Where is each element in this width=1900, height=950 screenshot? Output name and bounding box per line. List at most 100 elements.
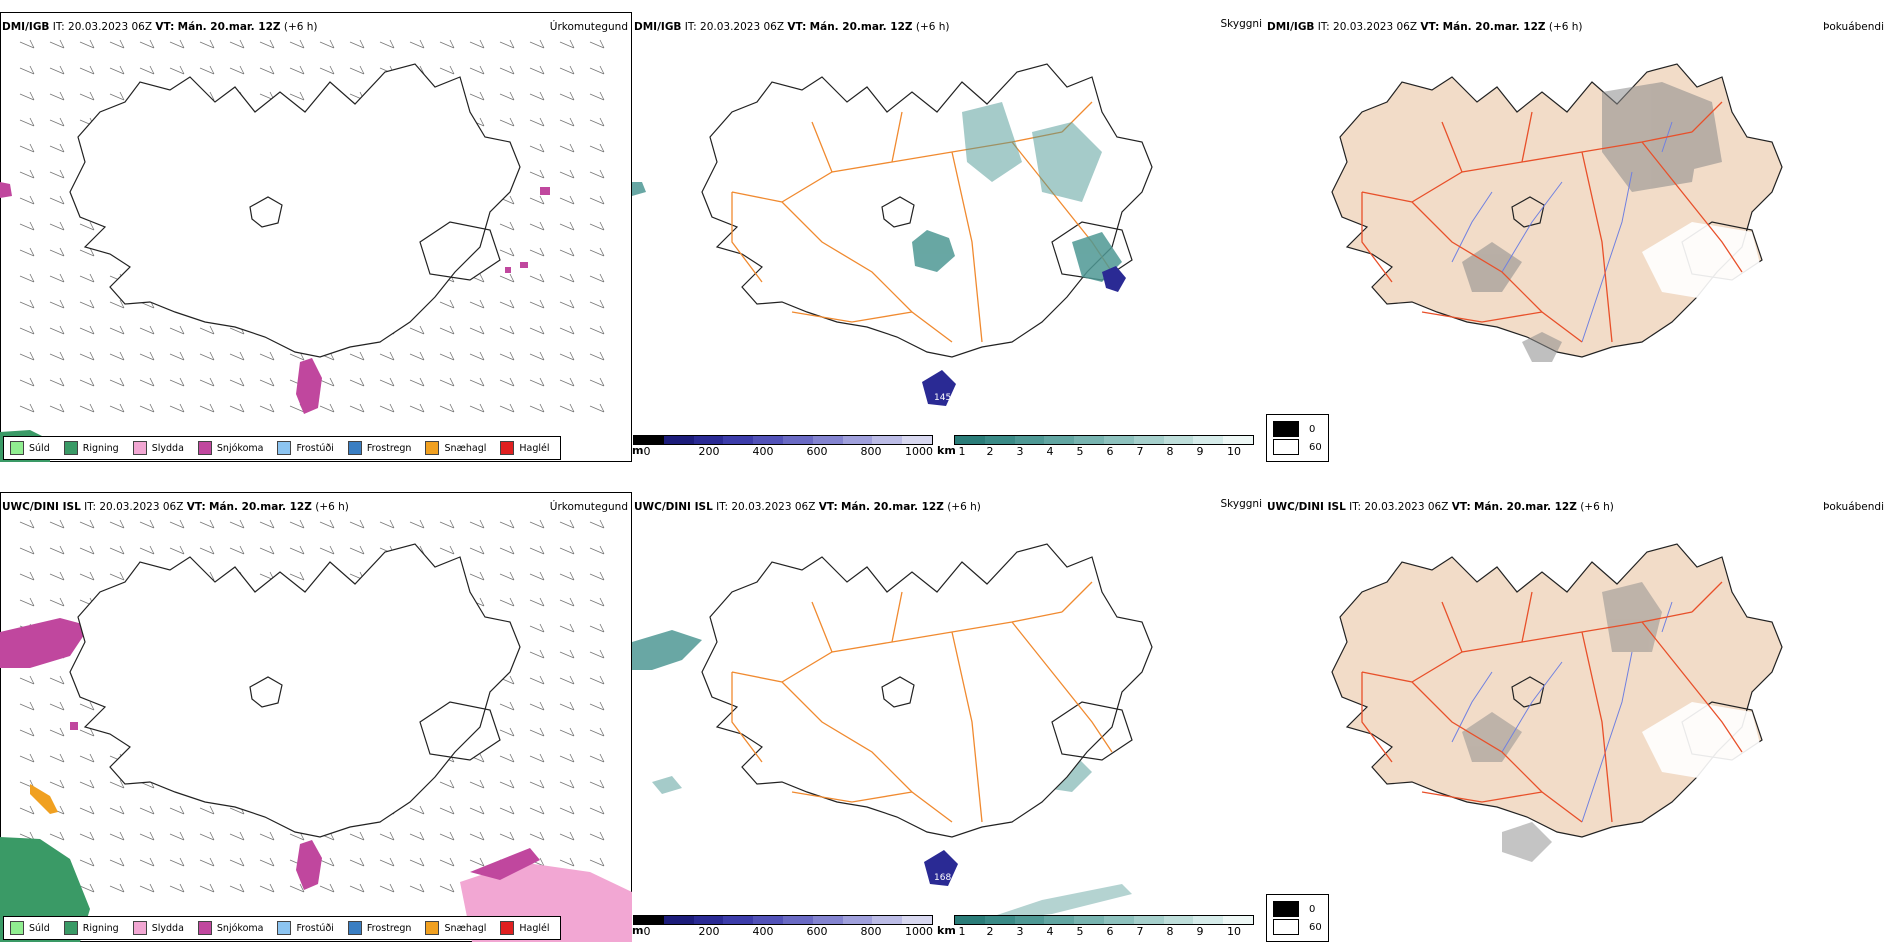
wind-barb — [439, 39, 455, 49]
wind-barb — [469, 91, 485, 101]
tick: 400 — [752, 445, 774, 458]
wind-barb — [169, 65, 185, 75]
wind-barb — [49, 351, 65, 361]
wind-barb — [589, 753, 605, 763]
fog-legend-item: 0 — [1273, 901, 1322, 917]
wind-barb — [589, 857, 605, 867]
colorbar-m-swatches — [633, 435, 933, 445]
wind-barb — [559, 91, 575, 101]
tick: 4 — [1046, 445, 1054, 458]
wind-barb — [589, 377, 605, 387]
legend-item: Súld — [10, 921, 50, 935]
colorbar-cell — [1163, 916, 1194, 924]
wind-barb — [559, 299, 575, 309]
wind-barb — [499, 299, 515, 309]
wind-barb — [109, 805, 125, 815]
iceland-outline — [1331, 543, 1783, 838]
wind-barb — [559, 701, 575, 711]
colorbar-km-swatches — [954, 435, 1254, 445]
tick: 600 — [806, 445, 828, 458]
wind-barb — [499, 351, 515, 361]
wind-barb — [79, 545, 95, 555]
legend-item: Haglél — [500, 921, 550, 935]
wind-barb — [229, 351, 245, 361]
wind-barb — [139, 545, 155, 555]
wind-barb — [139, 325, 155, 335]
wind-barb — [559, 571, 575, 581]
wind-barb — [19, 195, 35, 205]
wind-barb — [79, 805, 95, 815]
wind-barb — [379, 403, 395, 413]
wind-barb — [199, 857, 215, 867]
wind-barb — [529, 597, 545, 607]
wind-barb — [559, 325, 575, 335]
wind-barb — [499, 545, 515, 555]
wind-barb — [559, 117, 575, 127]
wind-barb — [559, 273, 575, 283]
wind-barb — [259, 545, 275, 555]
wind-barb — [529, 675, 545, 685]
wind-barb — [199, 403, 215, 413]
wind-barb — [499, 273, 515, 283]
wind-barb — [19, 675, 35, 685]
wind-barb — [259, 519, 275, 529]
tick: 4 — [1046, 925, 1054, 938]
wind-barb — [469, 403, 485, 413]
legend-swatch — [10, 441, 24, 455]
wind-barb — [499, 727, 515, 737]
colorbar-m-ticks: 0 200 400 600 800 1000 — [633, 445, 934, 459]
tick: 9 — [1196, 925, 1204, 938]
wind-barb — [19, 403, 35, 413]
legend-item: Snæhagl — [425, 921, 486, 935]
wind-barb — [289, 519, 305, 529]
wind-barb — [49, 571, 65, 581]
wind-barb — [259, 39, 275, 49]
wind-barb — [169, 351, 185, 361]
fog-legend-item: 60 — [1273, 919, 1322, 935]
wind-barb — [589, 65, 605, 75]
row2-visibility-panel: 168 UWC/DINI ISL IT: 20.03.2023 06Z VT: … — [632, 492, 1262, 942]
colorbar-cell — [1103, 436, 1134, 444]
wind-barb — [439, 299, 455, 309]
wind-barb — [19, 91, 35, 101]
wind-barb — [439, 403, 455, 413]
wind-barb — [589, 623, 605, 633]
wind-barb — [499, 701, 515, 711]
wind-barb — [49, 519, 65, 529]
row2-fog-legend: 0 60 — [1266, 894, 1329, 942]
wind-barb — [439, 857, 455, 867]
wind-barb — [79, 571, 95, 581]
row1-precip-legend: Súld Rigning Slydda Snjókoma Frostúði Fr… — [3, 436, 561, 460]
wind-barb — [469, 351, 485, 361]
wind-barb — [559, 169, 575, 179]
wind-barb — [199, 545, 215, 555]
colorbar-cell — [663, 436, 694, 444]
wind-barb — [349, 857, 365, 867]
row1-fog-map — [1331, 63, 1783, 362]
legend-swatch — [500, 921, 515, 935]
wind-barb — [349, 831, 365, 841]
legend-item: Frostregn — [347, 441, 411, 455]
wind-barb — [49, 221, 65, 231]
colorbar-cell — [723, 436, 754, 444]
colorbar-km-ticks: 1 2 3 4 5 6 7 8 9 10 — [954, 445, 1254, 459]
wind-barb — [589, 403, 605, 413]
wind-barb — [169, 831, 185, 841]
legend-item: Rigning — [63, 441, 119, 455]
wind-barb — [169, 519, 185, 529]
tick: 8 — [1166, 925, 1174, 938]
colorbar-cell — [812, 916, 843, 924]
wind-barb — [409, 857, 425, 867]
wind-barb — [319, 403, 335, 413]
wind-barb — [49, 727, 65, 737]
wind-barb — [139, 857, 155, 867]
row1-precip-title: DMI/IGB IT: 20.03.2023 06Z VT: Mán. 20.m… — [2, 21, 318, 33]
tick: 200 — [698, 445, 720, 458]
wind-barb — [469, 545, 485, 555]
row1-fog-panel: DMI/IGB IT: 20.03.2023 06Z VT: Mán. 20.m… — [1262, 12, 1900, 462]
wind-barb — [19, 325, 35, 335]
wind-barb — [319, 39, 335, 49]
wind-barb — [199, 325, 215, 335]
legend-item: Frostúði — [277, 441, 334, 455]
wind-barb — [589, 195, 605, 205]
